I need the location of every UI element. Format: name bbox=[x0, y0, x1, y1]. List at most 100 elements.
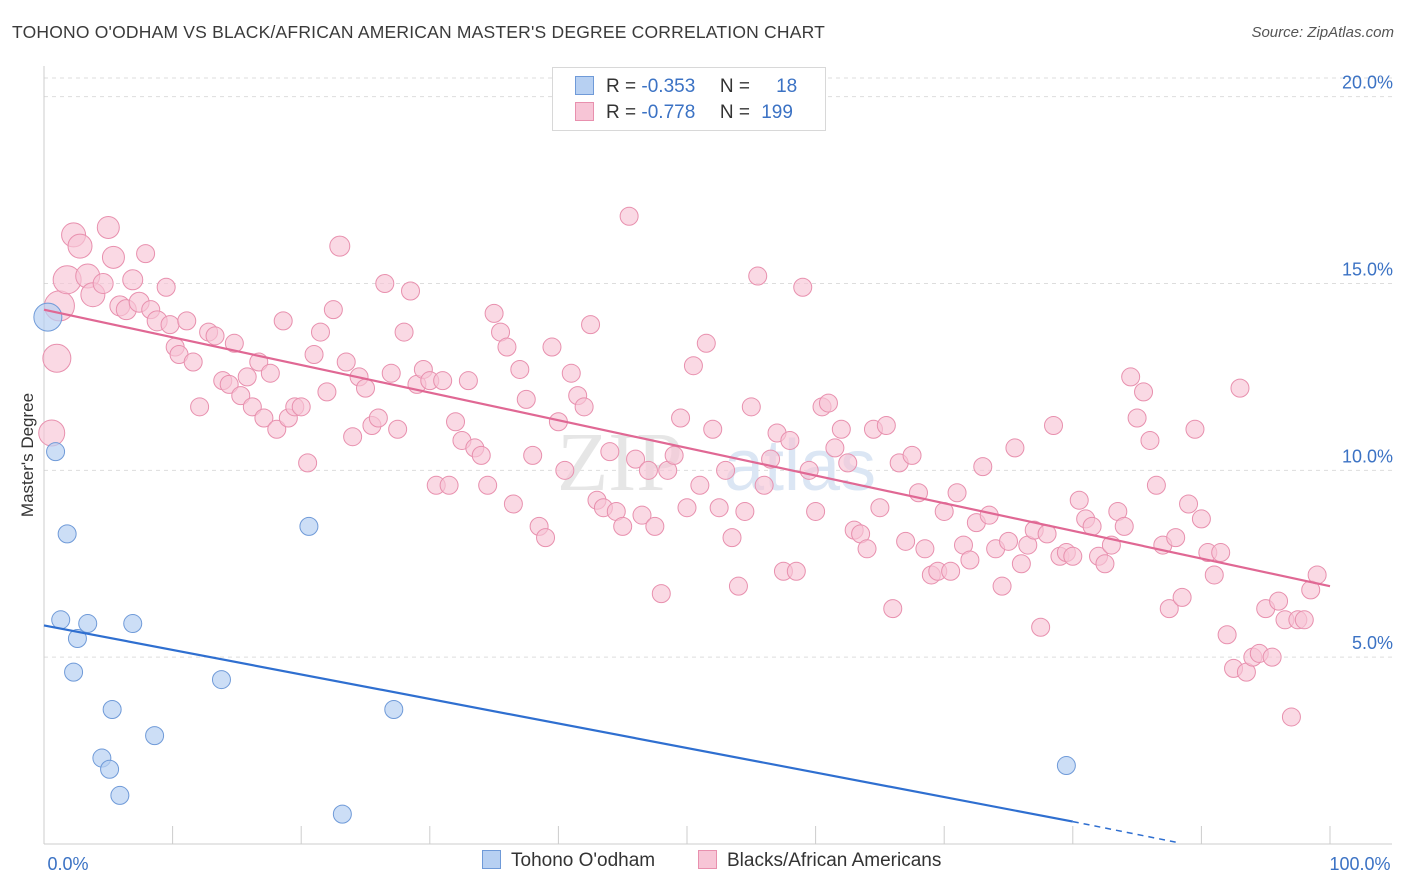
data-point-black bbox=[883, 599, 903, 619]
data-point-black bbox=[356, 378, 375, 398]
data-point-black bbox=[536, 528, 556, 548]
data-point-black bbox=[183, 352, 203, 372]
data-point-black bbox=[310, 322, 330, 342]
data-point-black bbox=[838, 453, 858, 473]
data-point-black bbox=[600, 442, 620, 462]
data-point-black bbox=[368, 408, 388, 428]
legend-n-value: 18 bbox=[776, 76, 798, 97]
data-point-black bbox=[242, 397, 262, 417]
data-point-black bbox=[1095, 554, 1115, 574]
data-point-black bbox=[1159, 599, 1179, 619]
data-point-tohono bbox=[123, 614, 143, 634]
watermark-zip: ZIP bbox=[557, 416, 683, 509]
tick-labels: 5.0% 10.0% 15.0% 20.0% 0.0% 100.0% bbox=[47, 73, 1393, 874]
data-point-black bbox=[1269, 591, 1289, 611]
data-point-black bbox=[722, 528, 742, 548]
data-point-black bbox=[1185, 419, 1205, 439]
data-point-black bbox=[503, 494, 523, 514]
data-point-black bbox=[190, 397, 210, 417]
data-point-black bbox=[561, 363, 581, 383]
data-point-black bbox=[645, 516, 665, 536]
data-point-black bbox=[902, 445, 922, 465]
series-blacks-african-americans bbox=[38, 206, 1327, 727]
data-point-black bbox=[671, 408, 691, 428]
data-point-black bbox=[177, 311, 197, 331]
data-point-black bbox=[439, 475, 459, 495]
data-point-black bbox=[516, 389, 536, 409]
y-tick-label: 15.0% bbox=[1342, 260, 1393, 280]
data-point-black bbox=[401, 281, 421, 301]
data-point-black bbox=[741, 397, 761, 417]
data-point-black bbox=[555, 460, 575, 480]
data-point-black bbox=[1294, 610, 1314, 630]
data-point-black bbox=[136, 244, 156, 264]
data-point-black bbox=[818, 393, 838, 413]
data-point-tohono bbox=[46, 442, 66, 462]
data-point-black bbox=[638, 460, 658, 480]
data-point-black bbox=[651, 584, 671, 604]
data-point-black bbox=[343, 427, 363, 447]
data-point-black bbox=[1063, 546, 1083, 566]
legend-item-black[interactable]: Blacks/African Americans bbox=[698, 850, 941, 872]
y-tick-label: 10.0% bbox=[1342, 446, 1393, 466]
data-point-black bbox=[677, 498, 697, 518]
data-point-black bbox=[205, 326, 225, 346]
data-point-black bbox=[510, 359, 530, 379]
data-point-black bbox=[67, 233, 93, 259]
data-point-tohono bbox=[211, 670, 231, 690]
data-point-black bbox=[478, 475, 498, 495]
data-point-black bbox=[1217, 625, 1237, 645]
data-point-black bbox=[96, 215, 120, 239]
data-point-black bbox=[317, 382, 337, 402]
data-point-black bbox=[446, 412, 466, 432]
data-point-tohono bbox=[67, 628, 87, 648]
stats-legend: R = -0.353 N = 18 R = -0.778 N = 199 bbox=[552, 67, 826, 131]
legend-swatch-blue bbox=[482, 850, 501, 869]
x-tick-label: 0.0% bbox=[47, 854, 88, 874]
data-point-black bbox=[1230, 378, 1250, 398]
trend-line-tohono-extension bbox=[1072, 820, 1176, 843]
data-point-black bbox=[237, 367, 257, 387]
data-point-black bbox=[484, 303, 504, 323]
data-point-black bbox=[1172, 587, 1192, 607]
data-point-black bbox=[735, 501, 755, 521]
axes bbox=[43, 66, 1392, 845]
legend-n-label: N = bbox=[719, 102, 750, 123]
data-point-black bbox=[122, 269, 144, 291]
data-point-black bbox=[632, 505, 652, 525]
trend-line-black bbox=[43, 308, 1331, 588]
data-point-black bbox=[156, 277, 176, 297]
data-point-black bbox=[267, 419, 287, 439]
series-tohono-oodham bbox=[33, 302, 1076, 824]
data-point-black bbox=[304, 345, 324, 365]
data-point-black bbox=[38, 419, 66, 447]
data-point-black bbox=[1011, 554, 1031, 574]
data-point-tohono bbox=[33, 302, 63, 332]
data-point-black bbox=[716, 460, 736, 480]
legend-row-black: R = -0.778 N = 199 bbox=[575, 102, 803, 126]
data-point-black bbox=[728, 576, 748, 596]
data-point-black bbox=[1134, 382, 1154, 402]
data-point-black bbox=[471, 445, 491, 465]
data-point-black bbox=[973, 457, 993, 477]
data-point-tohono bbox=[102, 699, 122, 719]
data-point-black bbox=[748, 266, 768, 286]
data-point-tohono bbox=[64, 662, 84, 682]
data-point-black bbox=[1044, 416, 1064, 436]
data-point-black bbox=[336, 352, 356, 372]
legend-swatch-blue bbox=[575, 76, 594, 95]
legend-item-tohono[interactable]: Tohono O'odham bbox=[482, 850, 655, 872]
data-point-black bbox=[101, 245, 125, 269]
data-point-black bbox=[1166, 528, 1186, 548]
data-point-black bbox=[1281, 707, 1301, 727]
source-label: Source: ZipAtlas.com bbox=[1251, 24, 1394, 41]
y-tick-label: 20.0% bbox=[1342, 73, 1393, 93]
legend-r-label: R = bbox=[606, 76, 637, 97]
data-point-black bbox=[664, 445, 684, 465]
data-point-tohono bbox=[57, 524, 77, 544]
data-point-black bbox=[298, 453, 318, 473]
data-point-black bbox=[960, 550, 980, 570]
data-point-black bbox=[291, 397, 311, 417]
legend-label: Tohono O'odham bbox=[511, 850, 656, 871]
data-point-black bbox=[696, 333, 716, 353]
